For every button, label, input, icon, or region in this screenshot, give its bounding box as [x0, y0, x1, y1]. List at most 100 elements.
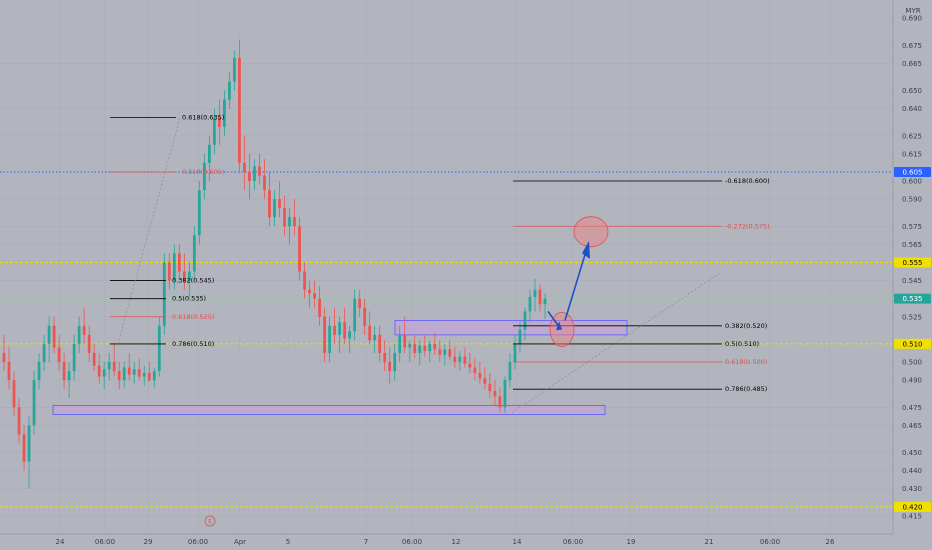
price-badge [894, 293, 931, 304]
candle-body [463, 356, 467, 364]
arrow-down-head [556, 321, 562, 331]
candle-body [388, 362, 392, 372]
candle-body [398, 334, 402, 353]
candles [2, 39, 547, 489]
candle-body [167, 262, 171, 281]
candle-body [187, 271, 191, 281]
candle-body [408, 343, 412, 348]
x-tick-label: 24 [56, 538, 65, 546]
y-tick-label: 0.430 [902, 485, 922, 493]
candle-body [223, 99, 226, 127]
candle-body [343, 322, 347, 339]
price-badges: 0.605 0.555 0.535 0.510 0.420 [894, 166, 931, 512]
candle-body [423, 345, 427, 352]
price-badge-label: 0.555 [902, 259, 922, 267]
candle-body [313, 293, 316, 299]
fib-right-label: 0.5(0.510) [725, 340, 759, 348]
x-tick-label: Apr [234, 538, 246, 546]
candle-body [62, 362, 66, 381]
candle-body [368, 325, 372, 341]
candle-body [77, 325, 81, 344]
candle-body [448, 349, 452, 357]
candle-body [162, 262, 166, 326]
candle-body [172, 253, 176, 281]
candle-body [543, 298, 547, 305]
y-tick-label: 0.565 [902, 241, 922, 249]
candle-body [443, 349, 447, 355]
candle-body [393, 352, 397, 372]
candle-body [348, 331, 352, 339]
candle-body [298, 226, 301, 272]
fib-left-label: 0.618(0.635) [182, 114, 224, 122]
candle-body [238, 57, 241, 163]
candle-body [122, 367, 126, 381]
candle-body [117, 371, 121, 381]
price-badge [894, 501, 931, 512]
price-axis[interactable] [893, 0, 932, 550]
candle-body [213, 117, 216, 145]
fib-left-trendline [117, 117, 181, 345]
x-tick-label: 06:00 [95, 538, 115, 546]
zones[interactable] [52, 319, 628, 415]
candle-body [303, 271, 306, 290]
fib-right-label: -0.272(0.575) [725, 222, 770, 230]
candle-body [142, 372, 146, 377]
candle-body [488, 383, 492, 391]
y-tick-label: 0.625 [902, 132, 922, 140]
fib-levels[interactable]: 0.618(0.635) 0.618(0.605) 0.382(0.545) 0.5(… [110, 114, 770, 394]
candle-body [428, 343, 432, 352]
y-tick-label: 0.490 [902, 377, 922, 385]
candle-body [97, 365, 101, 377]
x-tick-label: 12 [452, 538, 461, 546]
annotations[interactable] [117, 117, 723, 414]
candle-body [253, 166, 256, 182]
candle-body [72, 343, 76, 372]
event-marker-icon[interactable]: E [204, 515, 216, 527]
candle-body [47, 325, 51, 344]
candle-body [42, 343, 46, 363]
candle-body [92, 352, 96, 366]
y-tick-label: 0.575 [902, 223, 922, 231]
candle-body [293, 217, 296, 227]
candle-body [323, 316, 326, 353]
candle-body [7, 362, 11, 381]
candle-body [27, 425, 31, 462]
candle-body [503, 380, 507, 408]
candle-body [403, 334, 407, 348]
target-ellipse-upper [573, 216, 609, 248]
plot-background [0, 0, 893, 534]
candle-body [433, 343, 437, 350]
candle-body [268, 190, 271, 218]
demand-zone [52, 405, 606, 415]
candle-body [358, 298, 362, 308]
candle-body [278, 199, 281, 209]
x-tick-label: 29 [144, 538, 153, 546]
fib-left-label: 0.382(0.545) [172, 277, 214, 285]
y-tick-label: 0.600 [902, 178, 922, 186]
candle-body [67, 371, 71, 381]
time-axis[interactable] [0, 534, 893, 550]
candle-body [453, 356, 457, 363]
candle-body [498, 396, 502, 408]
candle-body [518, 329, 522, 344]
candle-body [218, 117, 221, 127]
y-tick-label: 0.675 [902, 42, 922, 50]
x-tick-label: 19 [627, 538, 636, 546]
y-tick-label: 0.475 [902, 404, 922, 412]
candle-body [157, 325, 161, 372]
y-tick-label: 0.525 [902, 313, 922, 321]
candle-body [17, 407, 21, 435]
fib-left-label: 0.618(0.525) [172, 313, 214, 321]
candle-body [258, 166, 261, 176]
candle-body [177, 253, 181, 272]
x-tick-label: 14 [513, 538, 522, 546]
candle-body [32, 380, 36, 426]
candle-body [22, 434, 26, 462]
y-tick-label: 0.465 [902, 422, 922, 430]
candle-body [273, 199, 276, 218]
fib-right-label: 0.786(0.485) [725, 385, 767, 393]
candle-body [197, 190, 201, 236]
currency-label: MYR [905, 7, 920, 15]
fib-left-label: 0.5(0.535) [172, 295, 206, 303]
